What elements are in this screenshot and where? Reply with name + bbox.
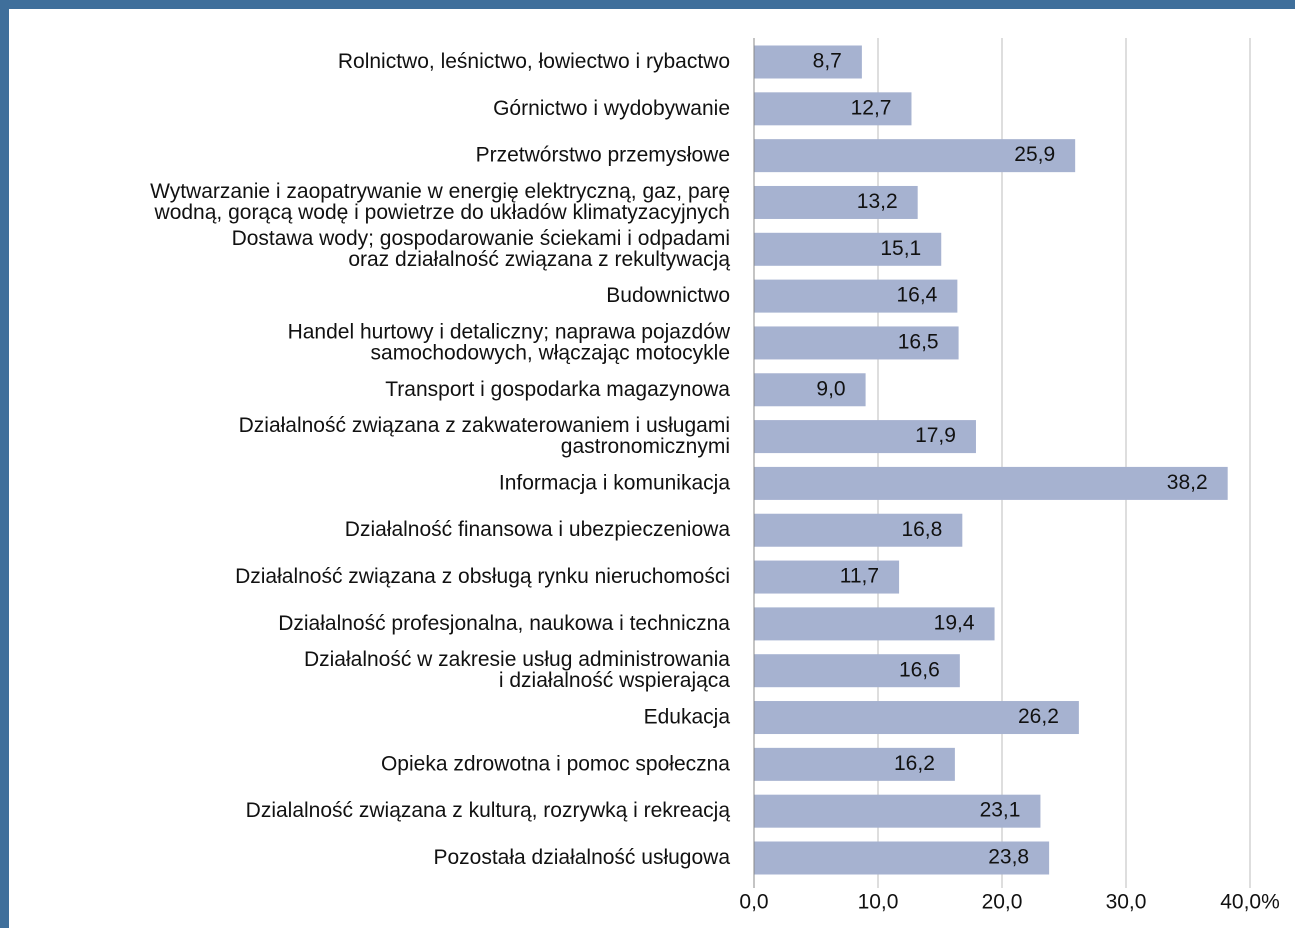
bar [754, 232, 942, 266]
value-label: 12,7 [851, 96, 892, 119]
bar [754, 45, 862, 79]
bar [754, 139, 1076, 173]
x-tick-label: 30,0 [1106, 891, 1147, 914]
category-label: Dzialalność związana z kulturą, rozrywką… [246, 799, 731, 822]
bar [754, 701, 1079, 735]
category-label: Górnictwo i wydobywanie [493, 96, 730, 119]
value-label: 19,4 [934, 611, 975, 634]
bar [754, 185, 918, 219]
x-tick-label: 20,0 [982, 891, 1023, 914]
category-label: Działalność profesjonalna, naukowa i tec… [278, 611, 730, 634]
bar [754, 654, 960, 688]
value-label: 23,8 [988, 846, 1029, 869]
value-label: 23,1 [980, 799, 1021, 822]
x-tick-label: 10,0 [858, 891, 899, 914]
category-label: Handel hurtowy i detaliczny; naprawa poj… [288, 320, 731, 364]
category-label: Informacja i komunikacja [499, 471, 730, 494]
bar [754, 466, 1228, 500]
category-label: Działalność finansowa i ubezpieczeniowa [345, 518, 731, 541]
category-label: Działalność w zakresie usług administrow… [304, 648, 730, 692]
value-label: 16,4 [896, 284, 937, 307]
bar [754, 794, 1041, 828]
value-label: 16,8 [901, 518, 942, 541]
category-label: Dostawa wody; gospodarowanie ściekami i … [232, 226, 731, 270]
value-label: 16,5 [898, 330, 939, 353]
x-tick-label: 40,0% [1220, 891, 1280, 914]
bar [754, 607, 995, 641]
category-label: Opieka zdrowotna i pomoc społeczna [381, 752, 730, 775]
category-label: Wytwarzanie i zaopatrywanie w energię el… [150, 180, 730, 224]
frame-top [0, 0, 1295, 9]
value-label: 16,6 [899, 658, 940, 681]
value-label: 26,2 [1018, 705, 1059, 728]
value-label: 8,7 [813, 50, 842, 73]
value-label: 17,9 [915, 424, 956, 447]
value-label: 25,9 [1014, 143, 1055, 166]
category-label: Działalność związana z zakwaterowaniem i… [239, 414, 730, 458]
bar [754, 513, 963, 547]
value-label: 9,0 [816, 377, 845, 400]
value-label: 38,2 [1167, 471, 1208, 494]
bar [754, 420, 976, 454]
x-tick-label: 0,0 [739, 891, 768, 914]
frame-left [0, 0, 9, 928]
value-label: 16,2 [894, 752, 935, 775]
value-label: 11,7 [840, 565, 879, 588]
value-label: 15,1 [880, 237, 921, 260]
category-label: Przetwórstwo przemysłowe [476, 143, 730, 166]
bar [754, 279, 958, 313]
bar [754, 841, 1050, 875]
category-label: Budownictwo [606, 284, 730, 307]
bar [754, 373, 866, 407]
value-label: 13,2 [857, 190, 898, 213]
bar [754, 92, 912, 126]
category-label: Edukacja [644, 705, 731, 728]
category-label: Transport i gospodarka magazynowa [385, 377, 730, 400]
category-label: Pozostała działalność usługowa [433, 846, 730, 869]
category-label: Rolnictwo, leśnictwo, łowiectwo i rybact… [338, 50, 730, 73]
bar [754, 747, 955, 781]
bar [754, 560, 900, 594]
bar [754, 326, 959, 360]
category-label: Działalność związana z obsługą rynku nie… [235, 565, 730, 588]
